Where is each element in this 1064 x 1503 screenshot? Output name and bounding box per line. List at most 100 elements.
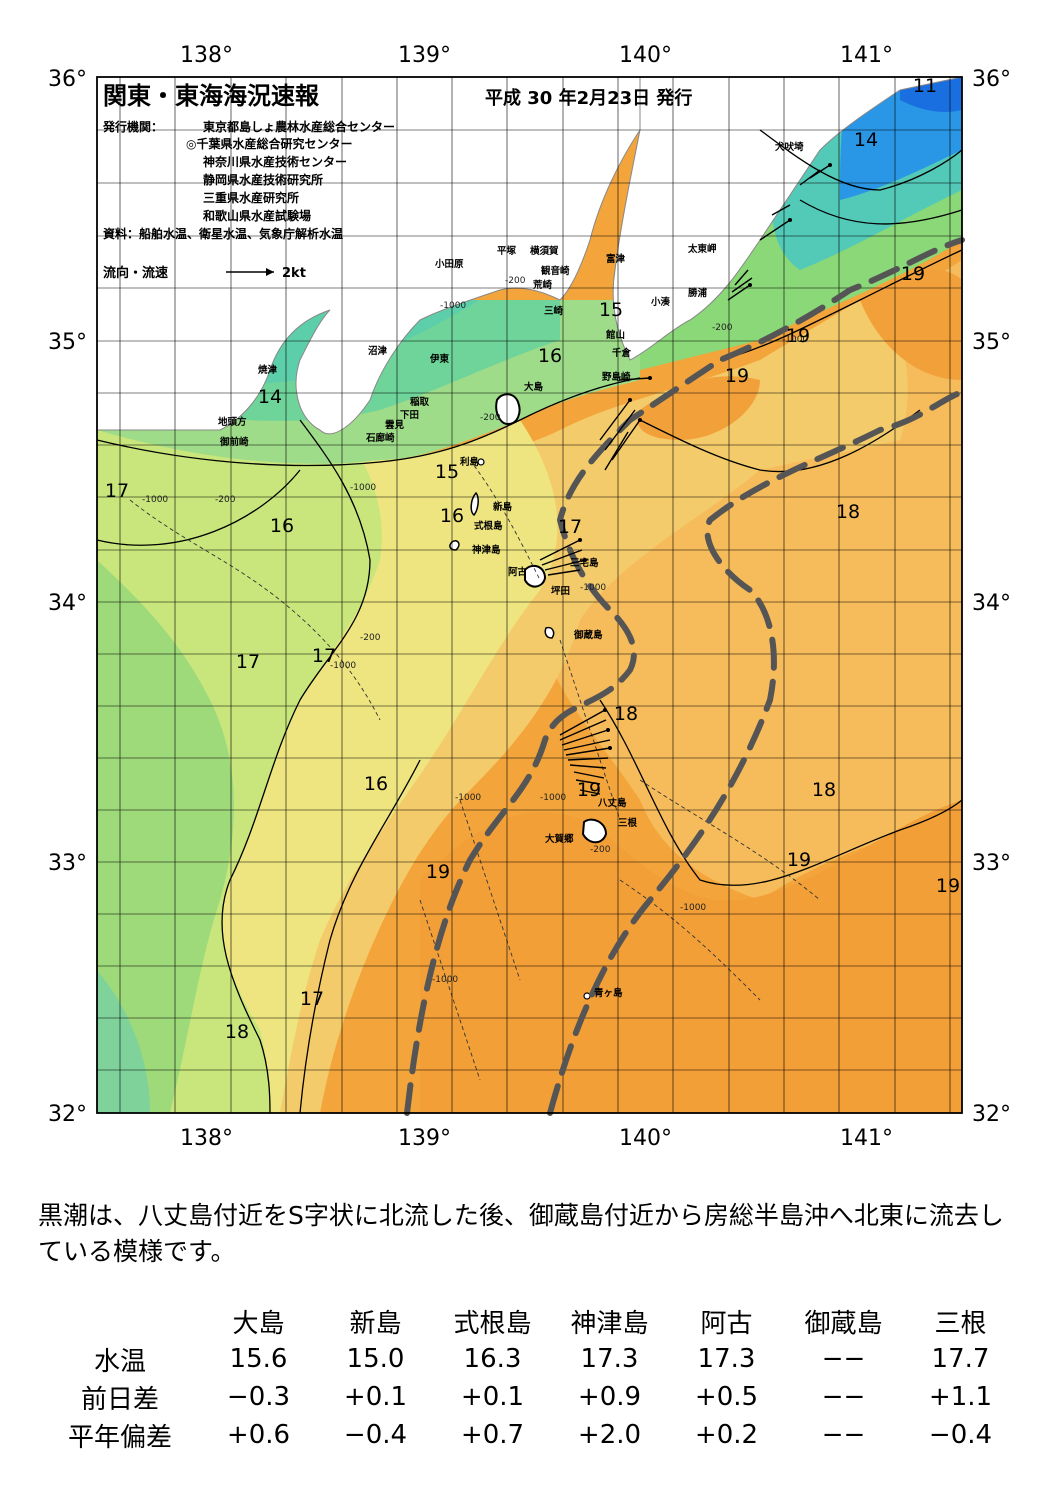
place-name: 大島 xyxy=(524,381,544,393)
observation-table: 大島 新島 式根島 神津島 阿古 御蔵島 三根 水温 15.6 15.0 16.… xyxy=(40,1302,1019,1454)
table-cell: +2.0 xyxy=(577,1420,642,1450)
place-name: 焼津 xyxy=(258,364,278,376)
station-header: 御蔵島 xyxy=(804,1308,883,1339)
place-name: 式根島 xyxy=(474,520,503,532)
isotherm-label: 14 xyxy=(854,129,878,151)
table-cell: −0.3 xyxy=(226,1382,291,1412)
isotherm-label: 19 xyxy=(725,365,749,387)
table-header-row: 大島 新島 式根島 神津島 阿古 御蔵島 三根 xyxy=(40,1302,1019,1340)
land-masses xyxy=(96,76,963,1000)
station-header: 大島 xyxy=(232,1308,285,1339)
row-label: 前日差 xyxy=(80,1384,159,1415)
table-row: 水温 15.6 15.0 16.3 17.3 17.3 −− 17.7 xyxy=(40,1340,1019,1378)
kuroshio-summary: 黒潮は、八丈島付近をS字状に北流した後、御蔵島付近から房総半島沖へ北東に流去して… xyxy=(38,1201,1004,1266)
legend-label: 流向・流速 xyxy=(103,265,168,281)
lon-label-bottom: 141° xyxy=(840,1126,893,1151)
isotherm-label: 16 xyxy=(270,515,294,537)
place-name: 三宅島 xyxy=(570,557,599,569)
isotherm-label: 17 xyxy=(236,651,260,673)
place-name: 伊東 xyxy=(429,353,450,365)
issuer-2: 神奈川県水産技術センター xyxy=(203,154,347,169)
depth-label: -1000 xyxy=(580,583,606,593)
lat-label-right: 36° xyxy=(972,67,1011,92)
lat-label-right: 34° xyxy=(972,591,1011,616)
map-frame xyxy=(96,76,963,1114)
place-name: 三崎 xyxy=(544,305,564,317)
isotherm-label: 19 xyxy=(901,263,925,285)
place-name: 坪田 xyxy=(551,585,570,597)
lat-label-right: 32° xyxy=(972,1102,1011,1127)
issuer-label: 発行機関： xyxy=(102,119,163,134)
issuer-3: 静岡県水産技術研究所 xyxy=(203,172,323,187)
place-name: 千倉 xyxy=(612,347,632,359)
lat-label-left: 34° xyxy=(48,591,87,616)
isotherm-label: 17 xyxy=(558,516,582,538)
depth-label: -200 xyxy=(505,276,526,286)
depth-label: -1000 xyxy=(782,335,808,345)
isotherm-lines xyxy=(96,129,963,1114)
map-title: 関東・東海海況速報 xyxy=(103,82,320,110)
isotherm-label: 14 xyxy=(258,386,282,408)
table-cell: +1.1 xyxy=(928,1382,993,1412)
isotherm-label: 16 xyxy=(364,773,388,795)
table-cell: −− xyxy=(821,1420,866,1450)
place-name: 青ヶ島 xyxy=(594,987,623,999)
table-cell: +0.7 xyxy=(460,1420,525,1450)
isotherm-label: 17 xyxy=(105,480,129,502)
place-name: 富津 xyxy=(606,253,626,265)
table-cell: 15.0 xyxy=(346,1344,405,1374)
place-name: 御蔵島 xyxy=(573,629,603,641)
issue-date: 平成 30 年2月23日 発行 xyxy=(485,87,692,109)
depth-label: -200 xyxy=(712,323,733,333)
table-row: 前日差 −0.3 +0.1 +0.1 +0.9 +0.5 −− +1.1 xyxy=(40,1378,1019,1416)
isotherm-label: 17 xyxy=(312,645,336,667)
depth-label: -1000 xyxy=(540,793,566,803)
place-name: 八丈島 xyxy=(597,797,627,809)
place-name: 荒崎 xyxy=(532,279,553,291)
isotherm-label: 15 xyxy=(599,299,623,321)
table-cell: +0.1 xyxy=(343,1382,408,1412)
station-header: 神津島 xyxy=(570,1308,649,1339)
isotherm-label: 19 xyxy=(426,861,450,883)
place-name: 雲見 xyxy=(385,419,405,431)
place-name: 御前崎 xyxy=(219,436,249,448)
place-name: 利島 xyxy=(459,456,480,468)
table-cell: 17.3 xyxy=(697,1344,756,1374)
depth-label: -1000 xyxy=(455,793,481,803)
place-name: 小田原 xyxy=(434,258,464,270)
table-cell: −− xyxy=(821,1344,866,1374)
lon-label-bottom: 139° xyxy=(398,1126,451,1151)
row-label: 平年偏差 xyxy=(67,1422,172,1453)
place-name: 館山 xyxy=(605,329,625,341)
place-name: 犬吠埼 xyxy=(774,141,804,153)
depth-label: -1000 xyxy=(142,495,168,505)
place-names: 小田原 平塚 横須賀 観音崎 富津 荒崎 三崎 館山 千倉 野島崎 小湊 勝浦 … xyxy=(218,141,804,999)
depth-label: -1000 xyxy=(440,301,466,311)
data-sources: 資料：船舶水温、衛星水温、気象庁解析水温 xyxy=(103,226,343,241)
place-name: 太東岬 xyxy=(688,243,717,255)
place-name: 野島崎 xyxy=(602,371,631,383)
table-cell: 16.3 xyxy=(463,1344,522,1374)
depth-label: -1000 xyxy=(680,903,706,913)
place-name: 三根 xyxy=(618,817,638,829)
place-name: 石廊崎 xyxy=(365,432,395,444)
table-row: 平年偏差 +0.6 −0.4 +0.7 +2.0 +0.2 −− −0.4 xyxy=(40,1416,1019,1454)
lon-label-top: 141° xyxy=(840,43,893,68)
place-name: 稲取 xyxy=(410,396,430,408)
vector-arrowheads xyxy=(578,163,832,750)
isotherm-label: 18 xyxy=(812,779,836,801)
depth-label: -200 xyxy=(480,413,501,423)
lat-label-left: 36° xyxy=(48,67,87,92)
place-name: 地頭方 xyxy=(218,416,247,428)
place-name: 沼津 xyxy=(368,345,388,357)
issuer-1: ◎千葉県水産総合研究センター xyxy=(186,136,352,151)
lon-label-top: 139° xyxy=(398,43,451,68)
row-label: 水温 xyxy=(93,1346,146,1377)
place-name: 大賀郷 xyxy=(545,833,574,845)
table-cell: 17.3 xyxy=(580,1344,639,1374)
place-name: 小湊 xyxy=(650,296,671,308)
isotherm-label: 16 xyxy=(440,505,464,527)
place-name: 平塚 xyxy=(497,245,517,257)
lon-label-top: 138° xyxy=(180,43,233,68)
axis-labels: 138° 139° 140° 141° 138° 139° 140° 141° … xyxy=(48,43,1011,1151)
